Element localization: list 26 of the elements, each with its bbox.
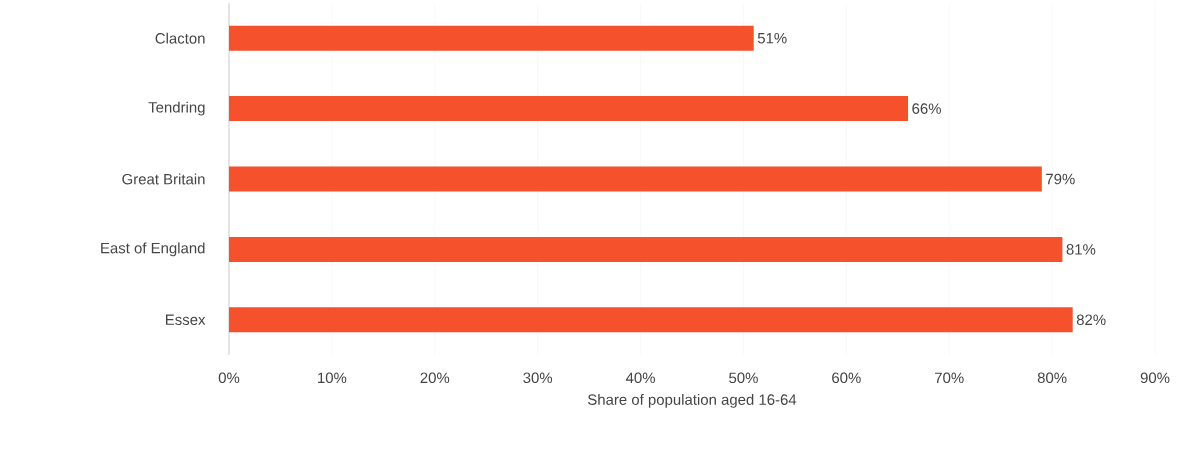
x-tick-label: 20% [420, 372, 450, 384]
data-label: 51% [757, 32, 787, 44]
x-tick-label: 80% [1037, 372, 1067, 384]
x-axis-title: Share of population aged 16-64 [587, 393, 797, 408]
x-tick-label: 40% [625, 372, 655, 384]
bar [229, 166, 1042, 192]
y-tick-label: Tendring [148, 101, 205, 116]
x-tick-label: 50% [729, 372, 758, 384]
x-tick-label: 60% [832, 372, 861, 384]
bar [229, 25, 754, 51]
y-tick-label: Great Britain [122, 173, 205, 185]
bar [229, 96, 909, 122]
x-tick-label: 90% [1140, 372, 1170, 384]
x-tick-label: 30% [523, 372, 553, 384]
data-label: 82% [1076, 314, 1106, 326]
bar [229, 307, 1073, 333]
x-tick-label: 10% [318, 372, 347, 384]
data-label: 79% [1046, 173, 1075, 185]
data-label: 66% [912, 103, 941, 114]
y-tick-label: Clacton [155, 32, 205, 44]
y-tick-label: East of England [101, 242, 205, 257]
x-tick-label: 0% [218, 372, 240, 384]
x-tick-label: 70% [935, 372, 964, 384]
y-tick-label: Essex [166, 314, 206, 326]
data-label: 81% [1066, 244, 1096, 255]
bar [229, 236, 1063, 262]
